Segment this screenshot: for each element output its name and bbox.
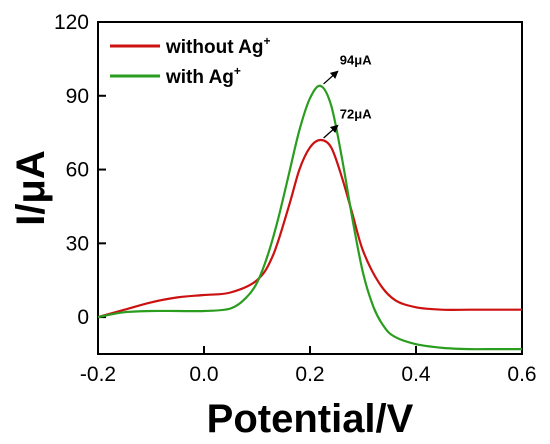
legend-label-without-ag-sup: +: [263, 34, 270, 48]
legend-label-without-ag: without Ag+: [165, 34, 270, 58]
ticks: -0.2 0.0 0.2 0.4 0.6 0 30 60 90 120: [54, 11, 537, 386]
y-tick-label: 0: [77, 306, 89, 329]
series-layer: [97, 84, 522, 351]
y-tick-label: 30: [66, 232, 89, 255]
x-tick-label: 0.4: [401, 363, 431, 386]
x-axis-title: Potential/V: [207, 397, 414, 441]
plot-area-frame: [97, 21, 523, 355]
legend: without Ag+ with Ag+: [110, 34, 270, 88]
legend-label-without-ag-text: without Ag: [165, 37, 263, 58]
annotation-layer: 94μA 72μA: [323, 52, 372, 139]
y-tick-label: 120: [54, 11, 89, 34]
series-line-0: [97, 138, 522, 319]
annotation-arrow-1: [323, 124, 339, 139]
y-tick-label: 90: [66, 85, 89, 108]
annotation-label-1: 72μA: [340, 106, 372, 121]
annotation-label-0: 94μA: [340, 52, 372, 67]
x-tick-label: -0.2: [80, 363, 116, 386]
annotation-arrow-0: [323, 70, 339, 85]
x-tick-label: 0.2: [295, 363, 324, 386]
legend-label-with-ag: with Ag+: [165, 64, 241, 88]
y-tick-label: 60: [66, 159, 89, 182]
series-line-1: [97, 84, 522, 351]
y-axis-title: I/μA: [9, 150, 53, 226]
legend-label-with-ag-sup: +: [234, 64, 241, 78]
x-tick-label: 0.6: [507, 363, 536, 386]
x-tick-label: 0.0: [189, 363, 218, 386]
legend-label-with-ag-text: with Ag: [165, 67, 234, 88]
